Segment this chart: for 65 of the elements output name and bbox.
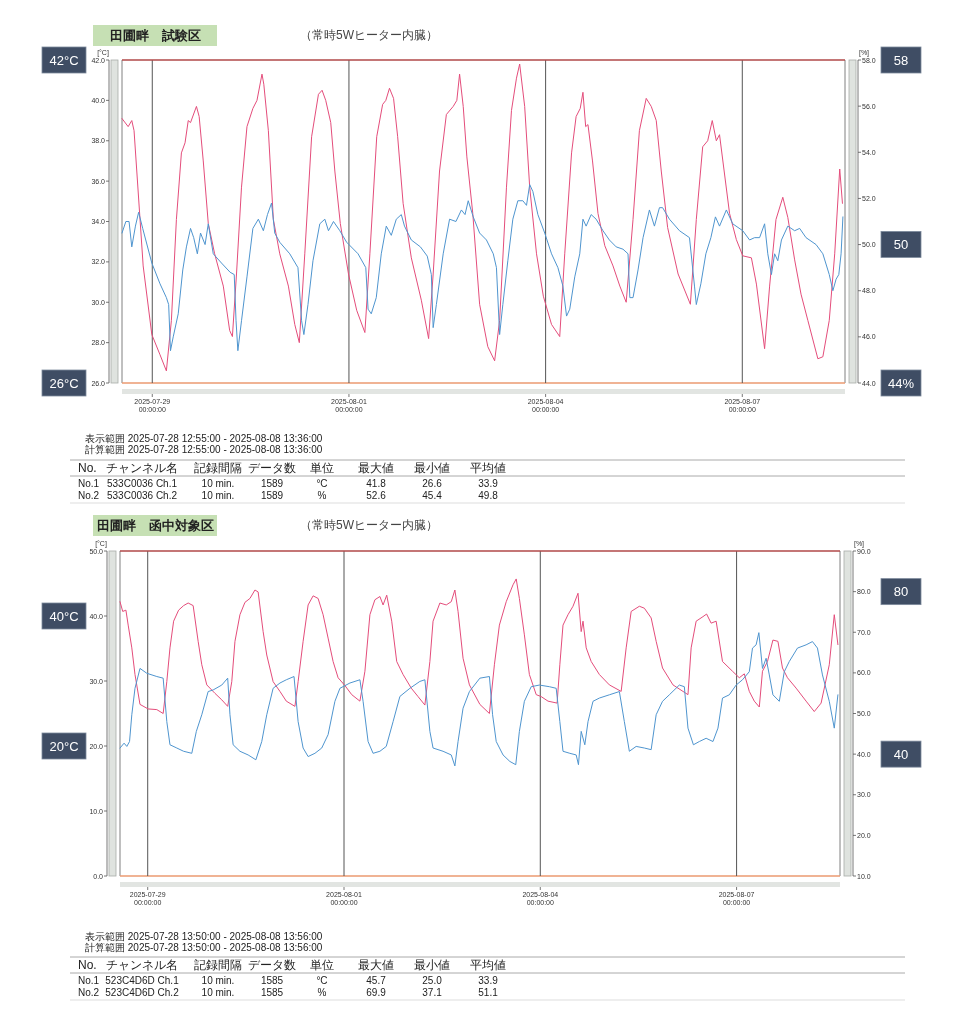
annotation: 41.8 — [366, 478, 386, 489]
annotation: No.2 — [78, 490, 100, 501]
annotation: チャンネル名 — [106, 958, 178, 972]
annotation: 45.7 — [366, 975, 386, 986]
annotation: No.2 — [78, 987, 100, 998]
annotation: 51.1 — [478, 987, 498, 998]
annotation: 52.6 — [366, 490, 386, 501]
annotation: 523C4D6D Ch.2 — [105, 987, 179, 998]
annotation: データ数 — [248, 461, 296, 475]
annotation: No.1 — [78, 478, 100, 489]
annotation: °C — [316, 975, 328, 986]
annotation: 26°C — [49, 375, 79, 391]
annotation: 40°C — [49, 608, 79, 624]
annotation: 最小値 — [414, 958, 450, 972]
annotation: No.1 — [78, 975, 100, 986]
annotation: 最小値 — [414, 461, 450, 475]
annotation: 表示範囲 2025-07-28 13:50:00 - 2025-08-08 13:56:00 — [85, 931, 323, 942]
annotation: 最大値 — [358, 461, 394, 475]
annotation: % — [317, 490, 327, 501]
annotation: 記録間隔 — [194, 958, 242, 972]
annotation: 平均値 — [470, 958, 506, 972]
annotation: 10 min. — [201, 975, 235, 986]
annotation: 1585 — [260, 987, 284, 998]
subtitle: （常時5Wヒーター内臓） — [300, 518, 438, 532]
title: 田圃畔 函中対象区 — [96, 518, 214, 533]
subtitle: （常時5Wヒーター内臓） — [300, 28, 438, 42]
annotation: No. — [78, 958, 97, 972]
annotation: 50 — [893, 236, 909, 252]
annotation: 平均値 — [470, 461, 506, 475]
annotation: 69.9 — [366, 987, 386, 998]
annotation: 10 min. — [201, 490, 235, 501]
annotation: 37.1 — [422, 987, 442, 998]
annotation: 45.4 — [422, 490, 442, 501]
annotation: 33.9 — [478, 975, 498, 986]
annotation: 20°C — [49, 738, 79, 754]
annotation: 記録間隔 — [194, 461, 242, 475]
annotation: 最大値 — [358, 958, 394, 972]
annotation: 単位 — [310, 461, 334, 475]
annotation: 1589 — [260, 490, 284, 501]
annotation: 33.9 — [478, 478, 498, 489]
annotation: 25.0 — [422, 975, 442, 986]
annotation: データ数 — [248, 958, 296, 972]
annotation: 40 — [893, 746, 909, 762]
annotation: 10 min. — [201, 987, 235, 998]
annotation: 1585 — [260, 975, 284, 986]
annotation: 523C4D6D Ch.1 — [105, 975, 179, 986]
annotation: 10 min. — [201, 478, 235, 489]
annotation: No. — [78, 461, 97, 475]
annotation: 533C0036 Ch.2 — [106, 490, 178, 501]
annotation: 単位 — [310, 958, 334, 972]
annotation: 26.6 — [422, 478, 442, 489]
title: 田圃畔 試験区 — [109, 28, 201, 43]
annotation: 80 — [893, 584, 909, 600]
annotation: °C — [316, 478, 328, 489]
annotation: 1589 — [260, 478, 284, 489]
annotation: 42°C — [49, 52, 79, 68]
annotation: 44% — [888, 375, 914, 391]
annotation: 表示範囲 2025-07-28 12:55:00 - 2025-08-08 13:36:00 — [85, 433, 323, 444]
annotation: 計算範囲 2025-07-28 13:50:00 - 2025-08-08 13:56:00 — [85, 942, 323, 953]
annotation: 49.8 — [478, 490, 498, 501]
annotation: % — [317, 987, 327, 998]
annotation: 533C0036 Ch.1 — [106, 478, 178, 489]
annotation: 計算範囲 2025-07-28 12:55:00 - 2025-08-08 13:36:00 — [85, 444, 323, 455]
annotation: 58 — [893, 52, 909, 68]
annotation: チャンネル名 — [106, 461, 178, 475]
